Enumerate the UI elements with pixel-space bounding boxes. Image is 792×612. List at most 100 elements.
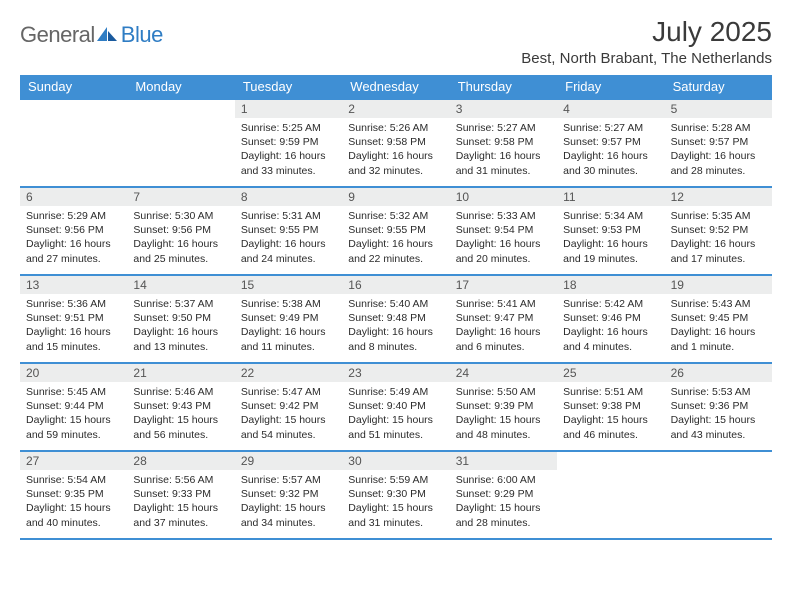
- day-number: 9: [342, 188, 449, 206]
- day-detail-line: Sunset: 9:57 PM: [563, 135, 658, 149]
- day-detail-line: Sunrise: 5:57 AM: [241, 473, 336, 487]
- day-detail-line: Daylight: 16 hours and 25 minutes.: [133, 237, 228, 265]
- logo-text-2: Blue: [121, 22, 163, 48]
- day-details: Sunrise: 5:29 AMSunset: 9:56 PMDaylight:…: [20, 206, 127, 270]
- day-details: Sunrise: 5:41 AMSunset: 9:47 PMDaylight:…: [450, 294, 557, 358]
- day-detail-line: Sunrise: 5:49 AM: [348, 385, 443, 399]
- day-detail-line: Daylight: 15 hours and 37 minutes.: [133, 501, 228, 529]
- day-details: Sunrise: 5:51 AMSunset: 9:38 PMDaylight:…: [557, 382, 664, 446]
- day-number: 13: [20, 276, 127, 294]
- day-detail-line: Sunrise: 5:25 AM: [241, 121, 336, 135]
- day-number: 26: [665, 364, 772, 382]
- day-cell: 30Sunrise: 5:59 AMSunset: 9:30 PMDayligh…: [342, 452, 449, 538]
- day-detail-line: Sunrise: 5:35 AM: [671, 209, 766, 223]
- day-details: Sunrise: 5:27 AMSunset: 9:57 PMDaylight:…: [557, 118, 664, 182]
- day-detail-line: Daylight: 15 hours and 59 minutes.: [26, 413, 121, 441]
- day-details: Sunrise: 5:57 AMSunset: 9:32 PMDaylight:…: [235, 470, 342, 534]
- day-detail-line: Sunrise: 5:41 AM: [456, 297, 551, 311]
- day-number: 21: [127, 364, 234, 382]
- day-cell: 31Sunrise: 6:00 AMSunset: 9:29 PMDayligh…: [450, 452, 557, 538]
- day-detail-line: Sunset: 9:56 PM: [26, 223, 121, 237]
- day-detail-line: Sunset: 9:43 PM: [133, 399, 228, 413]
- day-detail-line: Sunset: 9:38 PM: [563, 399, 658, 413]
- day-detail-line: Daylight: 15 hours and 43 minutes.: [671, 413, 766, 441]
- day-detail-line: Sunset: 9:59 PM: [241, 135, 336, 149]
- day-detail-line: Sunset: 9:29 PM: [456, 487, 551, 501]
- day-cell: 18Sunrise: 5:42 AMSunset: 9:46 PMDayligh…: [557, 276, 664, 362]
- day-detail-line: Daylight: 16 hours and 4 minutes.: [563, 325, 658, 353]
- day-details: Sunrise: 5:32 AMSunset: 9:55 PMDaylight:…: [342, 206, 449, 270]
- day-details: Sunrise: 5:56 AMSunset: 9:33 PMDaylight:…: [127, 470, 234, 534]
- day-cell: 26Sunrise: 5:53 AMSunset: 9:36 PMDayligh…: [665, 364, 772, 450]
- day-cell: 7 Sunrise: 5:30 AMSunset: 9:56 PMDaylight…: [127, 188, 234, 274]
- day-detail-line: Sunrise: 5:53 AM: [671, 385, 766, 399]
- day-detail-line: Sunrise: 5:54 AM: [26, 473, 121, 487]
- day-detail-line: Sunrise: 5:42 AM: [563, 297, 658, 311]
- calendar-weeks: 1Sunrise: 5:25 AMSunset: 9:59 PMDaylight…: [20, 98, 772, 540]
- day-details: Sunrise: 5:36 AMSunset: 9:51 PMDaylight:…: [20, 294, 127, 358]
- day-details: Sunrise: 5:27 AMSunset: 9:58 PMDaylight:…: [450, 118, 557, 182]
- day-details: Sunrise: 5:34 AMSunset: 9:53 PMDaylight:…: [557, 206, 664, 270]
- day-number: [557, 452, 664, 470]
- day-cell: [665, 452, 772, 538]
- logo-sail-icon: [97, 27, 119, 43]
- day-number: 6: [20, 188, 127, 206]
- weekday-header: Sunday: [20, 75, 127, 98]
- day-details: Sunrise: 5:38 AMSunset: 9:49 PMDaylight:…: [235, 294, 342, 358]
- day-cell: 23Sunrise: 5:49 AMSunset: 9:40 PMDayligh…: [342, 364, 449, 450]
- day-detail-line: Sunset: 9:32 PM: [241, 487, 336, 501]
- day-detail-line: Sunset: 9:33 PM: [133, 487, 228, 501]
- day-detail-line: Daylight: 16 hours and 22 minutes.: [348, 237, 443, 265]
- day-detail-line: Daylight: 16 hours and 33 minutes.: [241, 149, 336, 177]
- title-block: July 2025 Best, North Brabant, The Nethe…: [521, 16, 772, 67]
- day-detail-line: Sunrise: 5:37 AM: [133, 297, 228, 311]
- day-detail-line: Sunset: 9:45 PM: [671, 311, 766, 325]
- day-number: [127, 100, 234, 118]
- day-number: 15: [235, 276, 342, 294]
- weekday-header: Friday: [557, 75, 664, 98]
- day-number: 8: [235, 188, 342, 206]
- day-cell: 2Sunrise: 5:26 AMSunset: 9:58 PMDaylight…: [342, 100, 449, 186]
- day-number: 7: [127, 188, 234, 206]
- day-detail-line: Sunrise: 5:33 AM: [456, 209, 551, 223]
- day-detail-line: Daylight: 16 hours and 8 minutes.: [348, 325, 443, 353]
- day-number: 11: [557, 188, 664, 206]
- page-title: July 2025: [521, 16, 772, 48]
- day-cell: 21Sunrise: 5:46 AMSunset: 9:43 PMDayligh…: [127, 364, 234, 450]
- day-details: Sunrise: 5:42 AMSunset: 9:46 PMDaylight:…: [557, 294, 664, 358]
- day-details: Sunrise: 5:25 AMSunset: 9:59 PMDaylight:…: [235, 118, 342, 182]
- day-detail-line: Sunset: 9:56 PM: [133, 223, 228, 237]
- day-cell: 11Sunrise: 5:34 AMSunset: 9:53 PMDayligh…: [557, 188, 664, 274]
- weekday-header: Monday: [127, 75, 234, 98]
- day-number: 2: [342, 100, 449, 118]
- day-cell: 1Sunrise: 5:25 AMSunset: 9:59 PMDaylight…: [235, 100, 342, 186]
- day-number: 12: [665, 188, 772, 206]
- day-detail-line: Daylight: 16 hours and 17 minutes.: [671, 237, 766, 265]
- day-details: Sunrise: 5:43 AMSunset: 9:45 PMDaylight:…: [665, 294, 772, 358]
- day-detail-line: Sunrise: 5:46 AM: [133, 385, 228, 399]
- day-detail-line: Sunset: 9:50 PM: [133, 311, 228, 325]
- weekday-header: Saturday: [665, 75, 772, 98]
- day-details: Sunrise: 5:53 AMSunset: 9:36 PMDaylight:…: [665, 382, 772, 446]
- calendar-week-row: 27Sunrise: 5:54 AMSunset: 9:35 PMDayligh…: [20, 450, 772, 540]
- day-number: 28: [127, 452, 234, 470]
- day-detail-line: Sunset: 9:49 PM: [241, 311, 336, 325]
- day-detail-line: Daylight: 16 hours and 19 minutes.: [563, 237, 658, 265]
- day-cell: 15Sunrise: 5:38 AMSunset: 9:49 PMDayligh…: [235, 276, 342, 362]
- day-detail-line: Daylight: 15 hours and 40 minutes.: [26, 501, 121, 529]
- day-detail-line: Daylight: 16 hours and 28 minutes.: [671, 149, 766, 177]
- day-detail-line: Sunrise: 5:56 AM: [133, 473, 228, 487]
- day-number: 5: [665, 100, 772, 118]
- day-cell: 19Sunrise: 5:43 AMSunset: 9:45 PMDayligh…: [665, 276, 772, 362]
- day-number: 23: [342, 364, 449, 382]
- day-number: 25: [557, 364, 664, 382]
- day-number: 3: [450, 100, 557, 118]
- logo-text-1: General: [20, 22, 95, 48]
- calendar-week-row: 20Sunrise: 5:45 AMSunset: 9:44 PMDayligh…: [20, 362, 772, 450]
- day-detail-line: Daylight: 15 hours and 31 minutes.: [348, 501, 443, 529]
- day-detail-line: Sunrise: 5:30 AM: [133, 209, 228, 223]
- day-number: 18: [557, 276, 664, 294]
- day-detail-line: Sunrise: 5:29 AM: [26, 209, 121, 223]
- day-detail-line: Daylight: 16 hours and 20 minutes.: [456, 237, 551, 265]
- calendar: SundayMondayTuesdayWednesdayThursdayFrid…: [20, 75, 772, 540]
